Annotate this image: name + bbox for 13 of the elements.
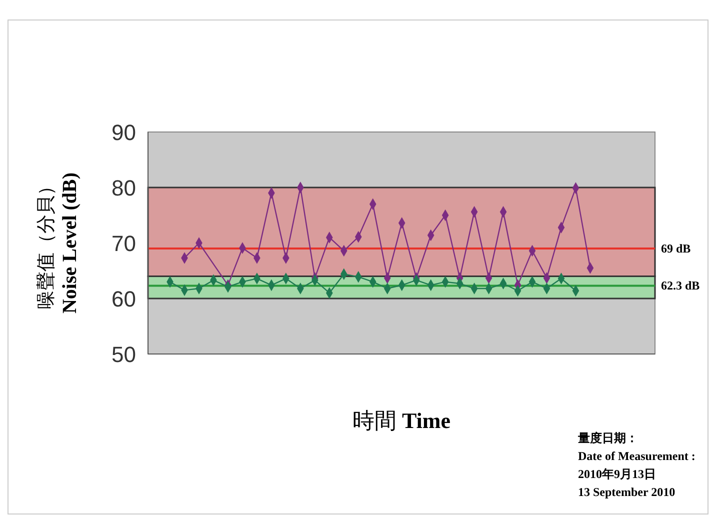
text: Date of Measurement : (578, 449, 696, 463)
y-axis-title: 噪聲值（分貝） Noise Level (dB) (36, 172, 81, 314)
ref-line-label: 69 dB (661, 242, 691, 256)
text: 2010年9月13日 (578, 467, 656, 481)
text: 量度日期： (577, 431, 638, 445)
ref-line-label: 62.3 dB (661, 278, 700, 293)
y-tick-label: 50 (112, 342, 136, 367)
y-tick-label: 80 (112, 176, 136, 200)
y-tick-label: 70 (112, 231, 136, 256)
y-tick-label: 90 (112, 120, 136, 145)
text: 13 September 2010 (578, 485, 676, 499)
x-axis-title: 時間 Time (352, 408, 451, 433)
y-tick-label: 60 (112, 286, 136, 312)
